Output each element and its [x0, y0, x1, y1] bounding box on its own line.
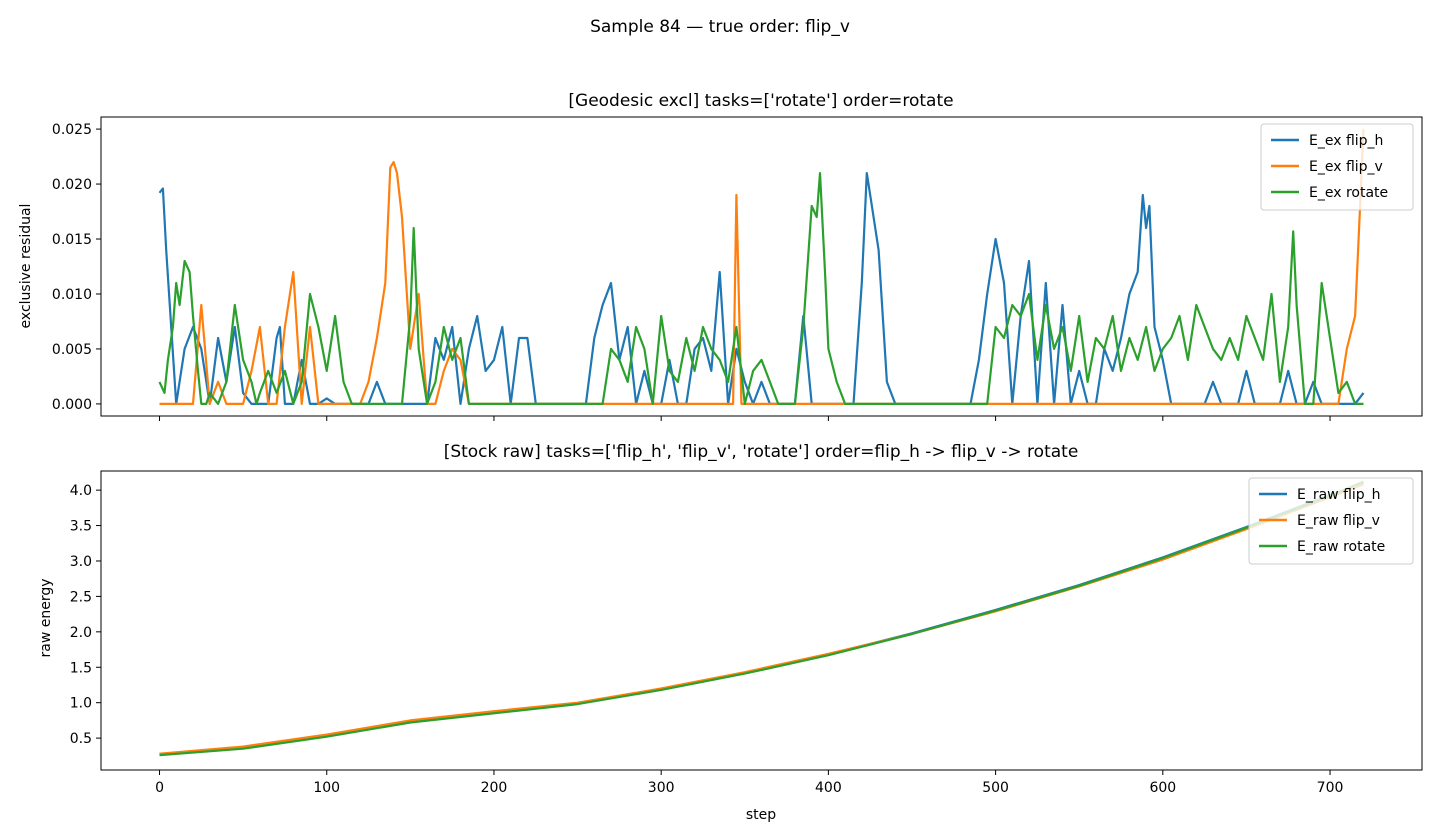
top-ytick-label: 0.020 [52, 177, 92, 193]
bottom-legend-label: E_raw flip_v [1297, 513, 1380, 529]
bottom-ytick-label: 2.0 [70, 625, 92, 641]
bottom-xtick-label: 0 [155, 780, 164, 796]
top-ytick-label: 0.000 [52, 397, 92, 413]
top-legend-label: E_ex rotate [1309, 185, 1388, 201]
figure-suptitle: Sample 84 — true order: flip_v [590, 17, 850, 37]
top-ytick-label: 0.010 [52, 287, 92, 303]
top-ytick-label: 0.005 [52, 342, 92, 358]
bottom-ytick-label: 3.0 [70, 554, 92, 570]
bottom-legend: E_raw flip_h E_raw flip_v E_raw rotate [1248, 477, 1414, 565]
top-ytick-label: 0.015 [52, 232, 92, 248]
bottom-chart-title: [Stock raw] tasks=['flip_h', 'flip_v', '… [444, 442, 1079, 462]
bottom-series-line-2 [159, 480, 1364, 757]
top-axes-frame [100, 116, 1423, 417]
bottom-chart-xlabel: step [746, 807, 776, 823]
top-legend-label: E_ex flip_v [1309, 159, 1383, 175]
bottom-ytick-label: 0.5 [70, 731, 92, 747]
top-series-line-1 [159, 129, 1365, 405]
bottom-ytick-label: 1.0 [70, 696, 92, 712]
bottom-chart-ylabel: raw energy [38, 578, 54, 657]
top-chart-panel: [Geodesic excl] tasks=['rotate'] order=r… [18, 91, 1423, 421]
bottom-xtick-label: 500 [982, 780, 1009, 796]
bottom-series-line-1 [159, 483, 1364, 755]
bottom-legend-label: E_raw rotate [1297, 539, 1385, 555]
bottom-axes-frame [100, 470, 1423, 771]
bottom-xtick-label: 100 [313, 780, 340, 796]
top-chart-ylabel: exclusive residual [18, 204, 34, 329]
bottom-legend-box [1248, 477, 1414, 565]
bottom-legend-label: E_raw flip_h [1297, 487, 1381, 503]
bottom-ytick-label: 3.5 [70, 519, 92, 535]
bottom-xtick-label: 300 [648, 780, 675, 796]
top-ytick-label: 0.025 [52, 122, 92, 138]
bottom-chart-panel: [Stock raw] tasks=['flip_h', 'flip_v', '… [38, 442, 1423, 823]
bottom-ytick-label: 2.5 [70, 589, 92, 605]
top-legend-label: E_ex flip_h [1309, 133, 1383, 149]
bottom-ytick-label: 4.0 [70, 483, 92, 499]
bottom-xtick-label: 700 [1317, 780, 1344, 796]
top-legend-box [1260, 123, 1414, 211]
top-chart-title: [Geodesic excl] tasks=['rotate'] order=r… [568, 91, 953, 111]
bottom-xtick-label: 400 [815, 780, 842, 796]
bottom-xtick-label: 200 [481, 780, 508, 796]
bottom-ytick-label: 1.5 [70, 660, 92, 676]
top-legend: E_ex flip_h E_ex flip_v E_ex rotate [1260, 123, 1414, 211]
bottom-xtick-label: 600 [1149, 780, 1176, 796]
top-series-line-2 [158, 172, 1364, 405]
